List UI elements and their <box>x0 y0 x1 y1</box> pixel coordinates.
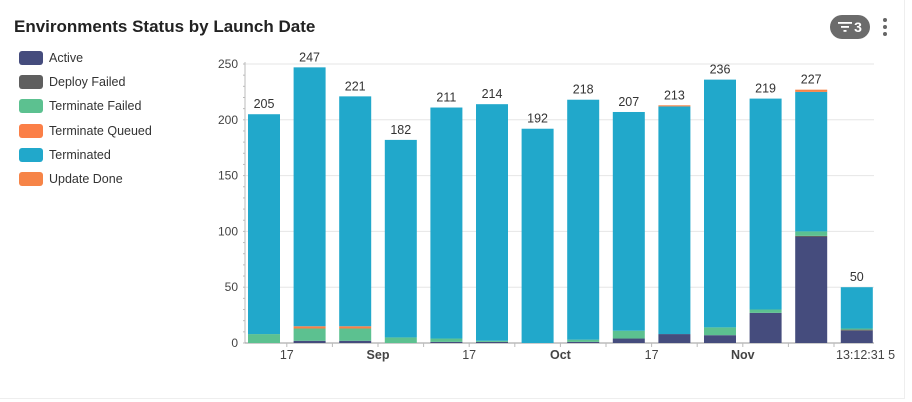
x-tick-label: Sep <box>367 348 390 362</box>
more-vertical-icon[interactable] <box>878 15 892 39</box>
bar-segment-terminate-failed <box>704 327 736 336</box>
x-tick-label: 17 <box>462 348 476 362</box>
y-tick-label: 0 <box>231 336 238 350</box>
legend-item-update-done[interactable]: Update Done <box>19 167 152 191</box>
bar-segment-update-done <box>795 89 828 92</box>
bar-total-label: 205 <box>254 97 275 111</box>
bar-segment-deploy-failed <box>795 235 828 237</box>
bar-segment-terminate-failed <box>567 339 600 342</box>
x-tick-label: Nov <box>731 348 755 362</box>
legend-label: Terminate Failed <box>49 99 142 114</box>
bar-segment-terminated <box>384 139 417 338</box>
bar-segment-active <box>612 338 645 343</box>
bar-segment-active <box>339 340 372 343</box>
bar-total-label: 214 <box>482 87 503 101</box>
x-tick-label: 17 <box>645 348 659 362</box>
filter-count: 3 <box>854 19 862 35</box>
bar-segment-active <box>795 236 828 343</box>
bar-total-label: 192 <box>527 112 548 126</box>
bar-segment-terminate-failed <box>840 328 873 330</box>
y-tick-label: 150 <box>218 169 238 183</box>
bar-segment-active <box>704 335 736 343</box>
bar-segment-terminated <box>795 91 828 232</box>
legend-item-active[interactable]: Active <box>19 46 152 70</box>
bar-segment-active <box>476 341 508 343</box>
bar-segment-terminate-failed <box>430 338 463 342</box>
legend-swatch <box>19 75 43 90</box>
bar-total-label: 247 <box>299 50 320 64</box>
chart-title: Environments Status by Launch Date <box>14 17 316 36</box>
bar-total-label: 218 <box>573 83 594 97</box>
filter-button[interactable]: 3 <box>830 15 870 39</box>
bar-segment-active <box>567 341 600 343</box>
y-tick-label: 250 <box>218 57 238 71</box>
bar-total-label: 211 <box>436 91 456 105</box>
legend-swatch <box>19 147 43 162</box>
bar-total-label: 219 <box>755 82 776 96</box>
legend-label: Terminated <box>49 147 111 162</box>
legend-label: Terminate Queued <box>49 123 152 138</box>
bar-segment-terminated <box>293 67 326 327</box>
bar-segment-terminated <box>339 96 372 327</box>
x-tick-label: Oct <box>550 348 572 362</box>
bar-total-label: 182 <box>390 123 411 137</box>
bar-segment-update-done <box>658 105 691 107</box>
bar-segment-deploy-failed <box>840 329 873 331</box>
bar-segment-terminated <box>749 98 782 310</box>
bar-segment-terminate-failed <box>384 337 417 343</box>
bar-segment-terminate-failed <box>339 328 372 341</box>
bar-total-label: 207 <box>618 95 639 109</box>
y-tick-label: 50 <box>225 280 239 294</box>
legend-item-terminate-failed[interactable]: Terminate Failed <box>19 94 152 118</box>
bar-segment-terminated <box>476 104 508 341</box>
legend-item-terminate-queued[interactable]: Terminate Queued <box>19 119 152 143</box>
x-tick-label: 17 <box>280 348 294 362</box>
bar-segment-terminated <box>840 287 873 329</box>
bar-segment-terminate-failed <box>612 330 645 339</box>
bar-segment-terminated <box>567 99 600 340</box>
bar-segment-terminated <box>521 128 554 343</box>
bar-total-label: 213 <box>664 88 685 102</box>
legend-label: Deploy Failed <box>49 75 126 90</box>
bar-segment-terminated <box>612 111 645 331</box>
bar-segment-terminate-failed <box>248 334 280 343</box>
legend-label: Update Done <box>49 172 123 187</box>
legend-item-deploy-failed[interactable]: Deploy Failed <box>19 70 152 94</box>
bar-segment-terminate-failed <box>293 328 326 341</box>
bar-segment-terminated <box>704 79 736 328</box>
bar-total-label: 221 <box>345 79 366 93</box>
bar-segment-active <box>293 340 326 343</box>
bar-segment-terminated <box>430 107 463 339</box>
legend-label: Active <box>49 51 84 66</box>
y-tick-label: 100 <box>218 224 238 238</box>
bar-total-label: 50 <box>850 270 864 284</box>
filter-icon <box>838 22 853 32</box>
bar-segment-active <box>749 312 782 343</box>
legend-swatch <box>19 123 43 138</box>
x-tick-label: 13:12:31 5 <box>836 348 895 362</box>
bar-segment-terminate-failed <box>749 309 782 313</box>
bar-segment-terminate-queued <box>339 326 372 329</box>
bar-segment-active <box>840 330 873 343</box>
bar-total-label: 236 <box>710 63 731 77</box>
legend-swatch <box>19 51 43 66</box>
y-tick-label: 200 <box>218 113 238 127</box>
legend: Active Deploy Failed Terminate Failed Termi… <box>19 46 152 191</box>
bar-total-label: 227 <box>801 73 822 87</box>
bar-segment-terminated <box>248 114 280 335</box>
bar-segment-terminate-queued <box>293 326 326 329</box>
legend-item-terminated[interactable]: Terminated <box>19 143 152 167</box>
bar-segment-active <box>658 334 691 343</box>
bar-segment-active <box>430 341 463 343</box>
bar-segment-terminated <box>658 106 691 335</box>
legend-swatch <box>19 99 43 114</box>
bar-segment-terminate-failed <box>795 231 828 236</box>
legend-swatch <box>19 172 43 187</box>
bar-segment-terminate-failed <box>476 340 508 342</box>
